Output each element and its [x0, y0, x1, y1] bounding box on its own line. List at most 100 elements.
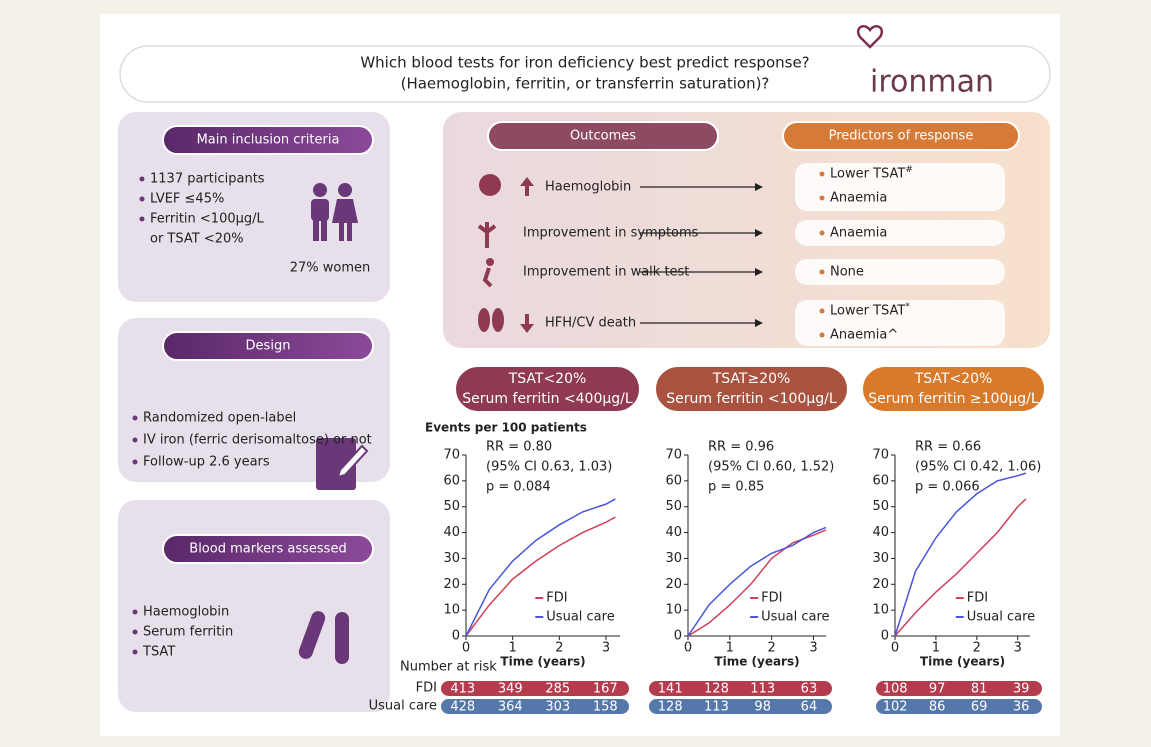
person-icon [311, 199, 329, 221]
y-tick-label: 70 [665, 448, 682, 463]
arrow-head [755, 268, 763, 276]
at-risk-value: 285 [545, 682, 570, 697]
y-tick-label: 60 [872, 473, 889, 488]
bullet [132, 649, 138, 655]
chart-subtitle: Serum ferritin ≥100µg/L [868, 391, 1039, 407]
section-header [162, 125, 374, 155]
section-header-text: Design [246, 339, 291, 354]
annotation: (95% CI 0.42, 1.06) [915, 460, 1041, 475]
person-icon [477, 222, 497, 248]
annotation: p = 0.066 [915, 480, 980, 495]
predictor: Anaemia [830, 226, 887, 241]
bullet [819, 269, 825, 275]
predictor: Anaemia [830, 191, 887, 206]
annotation: RR = 0.66 [915, 440, 981, 455]
arrow-icon [520, 314, 534, 333]
at-risk-value: 39 [1013, 682, 1030, 697]
at-risk-value: 113 [750, 682, 775, 697]
series-line [687, 529, 827, 637]
predictor-box [795, 220, 1005, 246]
icons [298, 174, 504, 664]
women-share: 27% women [290, 261, 371, 276]
at-risk-value: 303 [545, 700, 570, 715]
bullet [139, 176, 145, 182]
list-item: LVEF ≤45% [150, 192, 224, 207]
arrow-head [755, 319, 763, 327]
at-risk-row-label: FDI [416, 681, 437, 696]
y-tick-label: 70 [872, 448, 889, 463]
y-tick-label: 40 [443, 525, 460, 540]
feet-icon [478, 308, 490, 332]
predictor-box [795, 163, 1005, 211]
tube-icon [298, 611, 326, 659]
tube-icon [335, 612, 349, 664]
list-item: Haemoglobin [143, 605, 229, 620]
at-risk-row [439, 697, 631, 716]
chart-title: TSAT≥20% [712, 371, 791, 387]
series-line [894, 472, 1027, 637]
outcome: Improvement in symptoms [523, 226, 699, 241]
outcomes-header [487, 121, 719, 151]
chart-header [654, 365, 849, 413]
y-tick-label: 60 [665, 473, 682, 488]
annotation: RR = 0.96 [708, 440, 774, 455]
y-tick-label: 30 [443, 551, 460, 566]
at-risk-value: 428 [450, 700, 475, 715]
bullet [819, 230, 825, 236]
x-tick-label: 0 [684, 641, 692, 656]
series-line [894, 498, 1027, 637]
superscript: * [905, 302, 910, 312]
arrow-head [755, 183, 763, 191]
arrow-head [755, 229, 763, 237]
bullet [132, 629, 138, 635]
arrow-icon [520, 177, 534, 196]
series-line [687, 526, 827, 637]
at-risk-value: 128 [704, 682, 729, 697]
annotation: RR = 0.80 [486, 440, 552, 455]
annotation: p = 0.85 [708, 480, 764, 495]
predictors-header-text: Predictors of response [829, 129, 974, 144]
y-tick-label: 20 [872, 577, 889, 592]
y-tick-label: 10 [872, 603, 889, 618]
y-tick-label: 70 [443, 448, 460, 463]
logo-heart [856, 25, 884, 49]
at-risk-value: 36 [1013, 700, 1030, 715]
bullet [132, 459, 138, 465]
x-tick-label: 2 [973, 641, 981, 656]
person-icon [339, 222, 344, 241]
x-tick-label: 2 [555, 641, 563, 656]
person-icon [313, 183, 327, 197]
at-risk-value: 413 [450, 682, 475, 697]
walk-icon [486, 258, 494, 266]
legend-label: FDI [761, 591, 782, 606]
list-item: Follow-up 2.6 years [143, 455, 270, 470]
x-axis-label: Time (years) [500, 655, 585, 669]
y-tick-label: 20 [665, 577, 682, 592]
person-icon [332, 199, 358, 223]
at-risk-value: 86 [929, 700, 946, 715]
predictor: Lower TSAT* [830, 302, 910, 319]
title: Which blood tests for iron deficiency be… [360, 54, 809, 72]
y-tick-label: 0 [674, 629, 682, 644]
annotation: (95% CI 0.60, 1.52) [708, 460, 834, 475]
bullet [139, 216, 145, 222]
y-tick-label: 20 [443, 577, 460, 592]
at-risk-value: 141 [658, 682, 683, 697]
blood-icon [479, 174, 501, 196]
superscript: # [905, 165, 913, 175]
at-risk-row-label: Usual care [369, 699, 437, 714]
outcome: HFH/CV death [545, 316, 636, 331]
y-tick-label: 0 [881, 629, 889, 644]
predictor-box [795, 300, 1005, 346]
title-banner [119, 45, 1051, 103]
bullet [819, 195, 825, 201]
series-line [465, 498, 616, 637]
chart-header [454, 365, 641, 413]
predictor: Lower TSAT# [830, 165, 913, 182]
outcome: Haemoglobin [545, 180, 631, 195]
chart-title: TSAT<20% [508, 371, 587, 387]
x-tick-label: 0 [462, 641, 470, 656]
list-item: TSAT [142, 645, 175, 660]
legend-label: Usual care [761, 610, 829, 625]
